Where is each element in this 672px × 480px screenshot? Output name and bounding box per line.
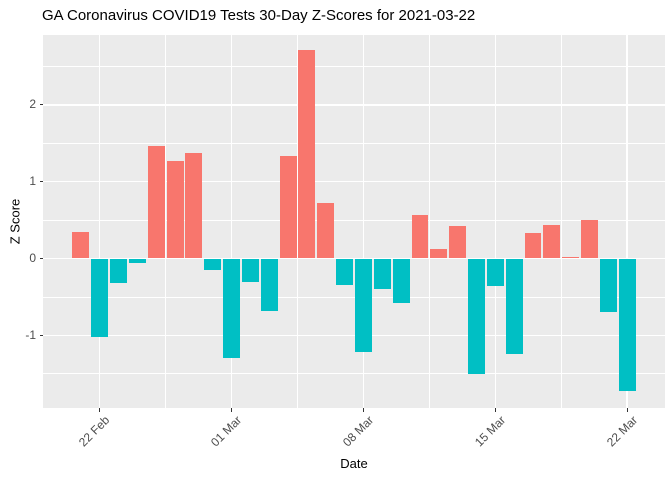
bar-2021-03-19 [562, 256, 580, 259]
gridline-minor-horizontal [43, 66, 665, 67]
gridline-major-horizontal [43, 334, 665, 337]
bar-2021-03-07 [336, 258, 354, 286]
gridline-major-horizontal [43, 104, 665, 106]
gridline-major-horizontal [43, 180, 665, 183]
plot-panel [43, 35, 665, 408]
y-tick-mark [39, 104, 43, 106]
x-tick-label: 15 Mar [471, 413, 509, 450]
x-tick-label: 08 Mar [340, 413, 377, 450]
bar-2021-03-04 [279, 156, 297, 259]
bar-2021-03-14 [468, 258, 485, 375]
x-tick-label: 22 Mar [603, 413, 641, 450]
bar-2021-03-08 [355, 258, 372, 353]
y-tick-label: 1 [29, 174, 36, 189]
gridline-major-vertical [494, 35, 497, 408]
chart-title: GA Coronavirus COVID19 Tests 30-Day Z-Sc… [42, 7, 476, 24]
bar-2021-02-23 [110, 258, 127, 284]
bar-2021-03-13 [449, 226, 467, 259]
x-tick-label: 01 Mar [208, 413, 245, 450]
bar-2021-02-24 [128, 258, 146, 264]
y-axis-title-text: Z Score [7, 198, 23, 245]
bar-2021-03-22 [618, 258, 636, 392]
x-axis-title: Date [340, 456, 368, 471]
bar-2021-03-09 [373, 258, 391, 290]
y-tick-mark [39, 257, 43, 260]
bar-2021-02-25 [147, 145, 165, 259]
bar-2021-03-17 [524, 233, 542, 259]
gridline-major-vertical [626, 35, 628, 408]
bar-2021-03-11 [411, 215, 429, 259]
x-tick-mark [99, 408, 101, 412]
bar-2021-03-03 [260, 258, 278, 311]
gridline-minor-vertical [297, 35, 298, 408]
x-tick-mark [494, 408, 496, 412]
gridline-minor-vertical [165, 35, 167, 408]
y-tick-label: 0 [29, 251, 36, 265]
bar-2021-03-12 [430, 248, 448, 259]
x-tick-mark [362, 408, 365, 412]
bar-2021-03-15 [486, 258, 504, 287]
bar-2021-03-01 [223, 258, 241, 359]
gridline-major-vertical [362, 35, 365, 408]
x-tick-mark [230, 408, 233, 412]
bar-2021-02-26 [166, 160, 184, 259]
bar-2021-02-22 [91, 258, 109, 337]
bar-2021-03-02 [241, 258, 259, 283]
y-axis-title: Z Score [0, 35, 30, 408]
bar-2021-03-20 [581, 220, 598, 259]
x-tick-label: 22 Feb [76, 413, 113, 450]
gridline-major-vertical [230, 35, 233, 408]
bar-2021-03-10 [392, 258, 410, 304]
bar-2021-02-21 [72, 232, 90, 259]
gridline-minor-horizontal [43, 296, 665, 298]
bar-2021-02-28 [204, 258, 222, 271]
gridline-minor-horizontal [43, 219, 665, 221]
bar-2021-03-05 [298, 49, 316, 259]
gridline-major-vertical [98, 35, 101, 408]
x-tick-mark [626, 408, 628, 412]
bar-2021-03-18 [543, 224, 561, 259]
gridline-minor-horizontal [43, 142, 665, 144]
y-tick-mark [39, 334, 43, 336]
gridline-minor-vertical [429, 35, 430, 408]
y-tick-mark [39, 181, 43, 183]
bar-2021-02-27 [185, 152, 203, 259]
gridline-minor-horizontal [43, 373, 665, 375]
y-tick-label: 2 [29, 97, 36, 112]
gridline-minor-vertical [560, 35, 562, 408]
bar-2021-03-06 [317, 203, 335, 259]
bar-2021-03-16 [505, 258, 523, 354]
bar-2021-03-21 [599, 258, 617, 313]
gridline-major-horizontal [43, 257, 665, 260]
y-tick-label: -1 [25, 327, 36, 342]
